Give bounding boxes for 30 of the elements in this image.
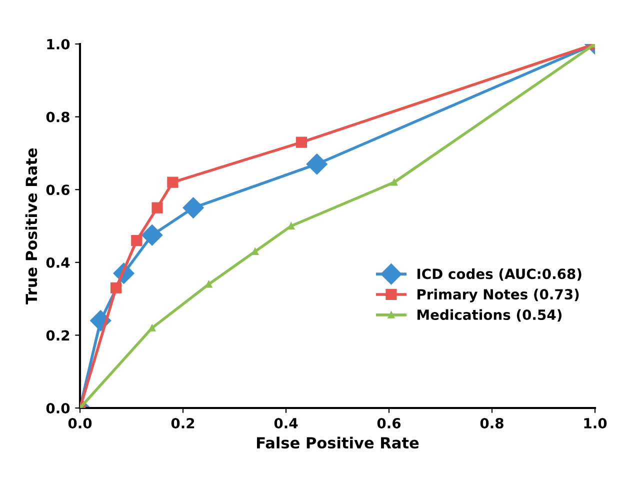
x-tick-label: 0.6 bbox=[377, 418, 401, 428]
point bbox=[390, 178, 398, 186]
legend-label: Medications (0.54) bbox=[418, 309, 562, 322]
point bbox=[110, 282, 122, 294]
legend-label: Primary Notes (0.73) bbox=[418, 288, 579, 302]
y-tick-label: 1.0 bbox=[47, 38, 70, 50]
y-tick-label: 0.6 bbox=[46, 184, 70, 196]
point bbox=[142, 224, 163, 246]
x-axis-title: False Positive Rate bbox=[257, 436, 419, 449]
legend-label: ICD codes (AUC:0.68) bbox=[418, 268, 582, 281]
x-tick-label: 1.0 bbox=[584, 418, 607, 428]
point bbox=[182, 197, 204, 218]
y-axis-title: True Positive Rate bbox=[25, 148, 38, 304]
y-tick-label: 0.0 bbox=[46, 402, 70, 414]
point bbox=[288, 222, 295, 230]
point bbox=[148, 324, 156, 332]
y-tick-label: 0.8 bbox=[46, 112, 70, 122]
point bbox=[205, 280, 212, 288]
x-tick-label: 0.2 bbox=[171, 418, 194, 428]
point bbox=[167, 176, 178, 188]
point bbox=[252, 248, 259, 255]
y-tick-label: 0.4 bbox=[46, 257, 70, 268]
point bbox=[131, 235, 142, 246]
x-tick-label: 0.8 bbox=[480, 418, 504, 428]
point bbox=[296, 136, 308, 148]
x-tick-label: 0.4 bbox=[274, 418, 298, 428]
point bbox=[306, 154, 328, 175]
point bbox=[152, 202, 163, 214]
x-tick-label: 0.0 bbox=[68, 418, 92, 428]
y-tick-label: 0.2 bbox=[46, 330, 70, 341]
